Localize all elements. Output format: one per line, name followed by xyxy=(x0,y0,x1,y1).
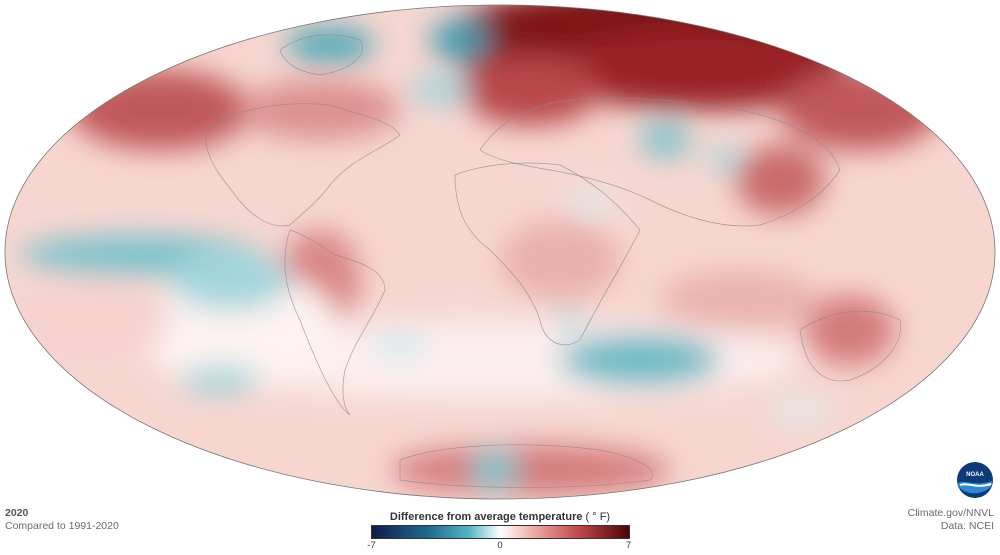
credits-data: Data: NCEI xyxy=(940,520,994,532)
globe-outline xyxy=(4,4,996,500)
credits-source: Climate.gov/NNVL xyxy=(907,507,994,519)
legend-min-label: -7 xyxy=(367,540,376,551)
anomaly-field xyxy=(5,5,995,499)
map-baseline: Compared to 1991-2020 xyxy=(5,520,119,532)
legend-ticks: -7 0 7 xyxy=(367,540,632,552)
map-year: 2020 xyxy=(5,507,29,519)
map-caption: 2020 Compared to 1991-2020 xyxy=(5,507,119,533)
color-legend: Difference from average temperature ( ° … xyxy=(360,510,640,552)
noaa-logo: NOAA xyxy=(956,461,994,499)
svg-text:NOAA: NOAA xyxy=(966,472,984,478)
legend-max-label: 7 xyxy=(625,540,632,551)
coastlines xyxy=(204,34,901,488)
map-svg xyxy=(4,4,996,500)
credits: Climate.gov/NNVL Data: NCEI xyxy=(908,507,994,533)
legend-title: Difference from average temperature xyxy=(389,511,583,523)
legend-title-row: Difference from average temperature ( ° … xyxy=(360,510,640,524)
noaa-logo-icon: NOAA xyxy=(957,462,993,498)
legend-mid-label: 0 xyxy=(497,540,503,551)
temperature-anomaly-map xyxy=(4,4,996,500)
legend-unit: ( ° F) xyxy=(585,511,611,523)
legend-color-bar xyxy=(370,525,630,539)
